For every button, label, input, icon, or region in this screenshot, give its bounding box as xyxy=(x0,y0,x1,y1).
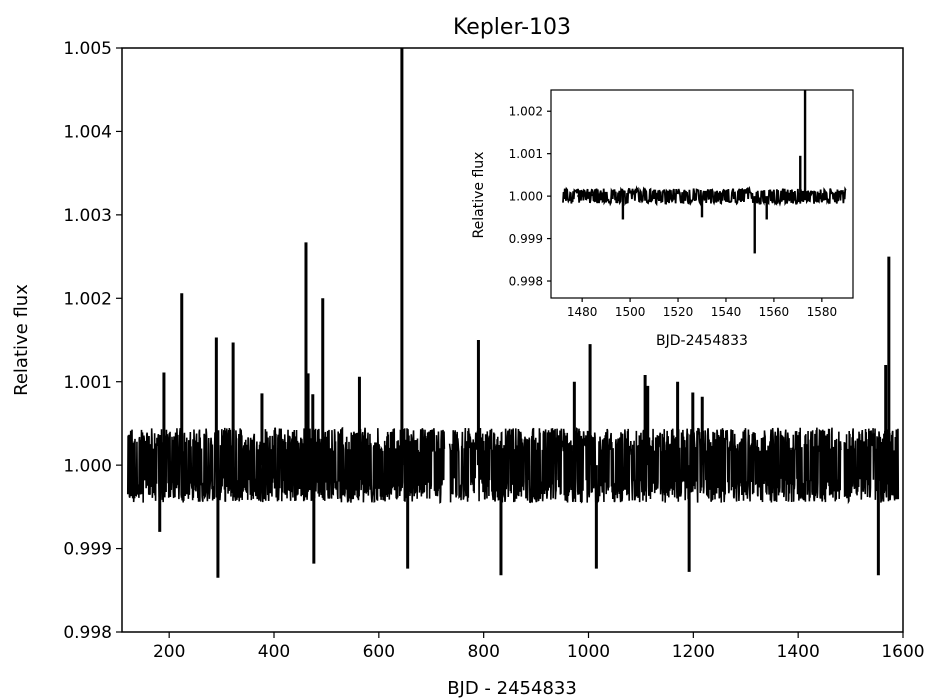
x-tick-label: 1560 xyxy=(759,305,790,319)
chart-title: Kepler-103 xyxy=(453,15,571,40)
y-tick-label: 0.998 xyxy=(509,274,543,288)
x-tick-label: 1200 xyxy=(672,642,715,662)
main-y-axis-label: Relative flux xyxy=(11,284,32,396)
main-x-ticks: 200 400 600 800 1000 1200 1400 1600 xyxy=(153,632,925,662)
y-tick-label: 0.999 xyxy=(509,232,543,246)
y-tick-label: 1.001 xyxy=(63,373,112,393)
inset-x-axis-label: BJD-2454833 xyxy=(656,333,748,349)
x-tick-label: 1000 xyxy=(567,642,610,662)
y-tick-label: 1.005 xyxy=(63,39,112,59)
main-y-ticks: 0.998 0.999 1.000 1.001 1.002 1.003 1.004 1.005 xyxy=(63,39,122,643)
x-tick-label: 1480 xyxy=(567,305,598,319)
x-tick-label: 1540 xyxy=(711,305,742,319)
main-plot-frame xyxy=(121,47,904,633)
y-tick-label: 1.000 xyxy=(63,456,112,476)
y-tick-label: 1.000 xyxy=(509,189,543,203)
x-tick-label: 600 xyxy=(363,642,395,662)
y-tick-label: 1.001 xyxy=(509,147,543,161)
x-tick-label: 1500 xyxy=(615,305,646,319)
flux-segment-0 xyxy=(126,426,446,504)
x-tick-label: 200 xyxy=(153,642,185,662)
x-tick-label: 1600 xyxy=(881,642,924,662)
y-tick-label: 1.004 xyxy=(63,123,112,143)
inset-chart: 1480 1500 1520 1540 1560 1580 0.998 0.999 1.000… xyxy=(471,89,854,349)
main-chart: Kepler-103 200 400 600 800 1000 1200 1400 1600 … xyxy=(11,15,925,698)
flux-segment-0 xyxy=(562,185,847,207)
y-tick-label: 0.999 xyxy=(63,540,112,560)
y-tick-label: 1.002 xyxy=(63,289,112,309)
inset-y-axis-label: Relative flux xyxy=(471,152,487,239)
flux-segment-1 xyxy=(448,427,842,504)
main-flux-series xyxy=(126,48,900,578)
y-tick-label: 1.003 xyxy=(63,206,112,226)
x-tick-label: 800 xyxy=(467,642,499,662)
y-tick-label: 0.998 xyxy=(63,623,112,643)
x-tick-label: 400 xyxy=(258,642,290,662)
x-tick-label: 1580 xyxy=(807,305,838,319)
flux-segment-2 xyxy=(843,428,900,505)
y-tick-label: 1.002 xyxy=(509,105,543,119)
gap-connector xyxy=(577,193,607,198)
inset-plot-frame xyxy=(550,89,854,299)
inset-x-ticks: 1480 1500 1520 1540 1560 1580 xyxy=(567,298,837,319)
x-tick-label: 1520 xyxy=(663,305,694,319)
inset-y-ticks: 0.998 0.999 1.000 1.001 1.002 xyxy=(509,105,551,288)
x-tick-label: 1400 xyxy=(777,642,820,662)
inset-flux-series xyxy=(562,90,847,254)
main-x-axis-label: BJD - 2454833 xyxy=(447,678,577,698)
